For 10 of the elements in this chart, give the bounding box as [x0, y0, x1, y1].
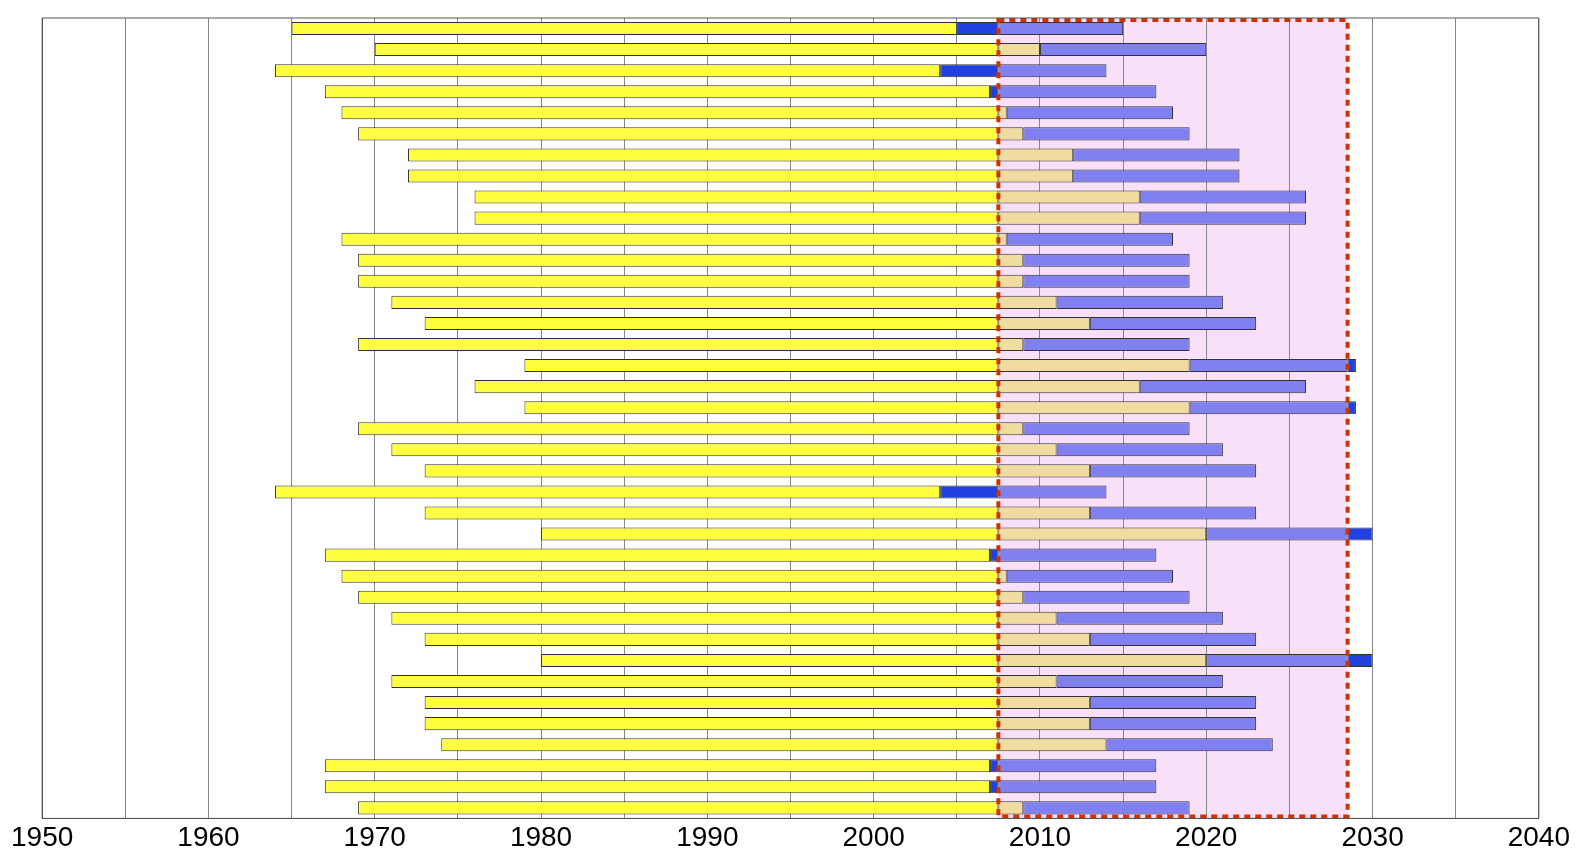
- x-tick-label: 2000: [842, 820, 905, 852]
- x-tick-label: 2030: [1341, 820, 1404, 852]
- x-tick-label: 1980: [509, 820, 573, 852]
- x-tick-label: 2020: [1175, 820, 1238, 852]
- x-tick-label: 1960: [177, 820, 240, 852]
- x-tick-label: 2010: [1008, 820, 1072, 852]
- x-tick-label: 1970: [343, 820, 406, 852]
- x-tick-label: 1990: [676, 820, 739, 852]
- x-tick-label: 1950: [11, 820, 74, 852]
- x-tick-label: 2040: [1507, 820, 1570, 852]
